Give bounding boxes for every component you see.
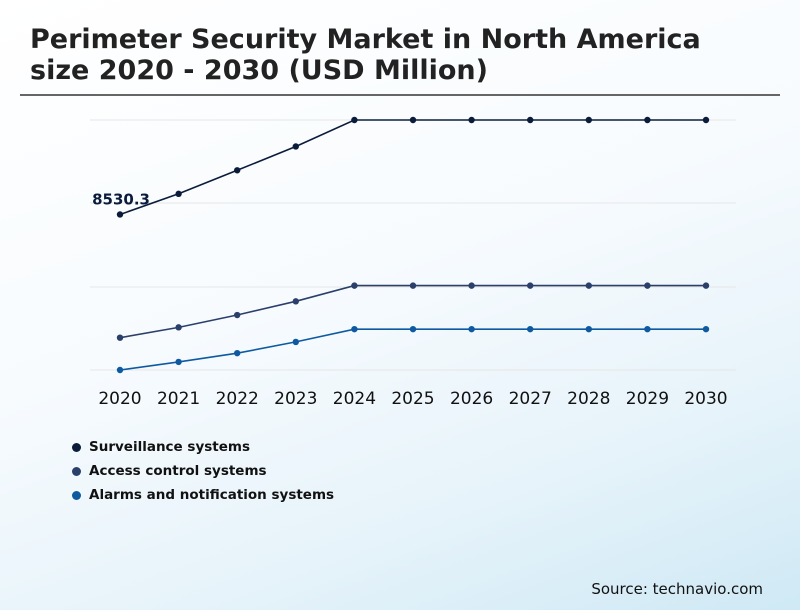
point-access-control-2027: [527, 282, 534, 289]
point-surveillance-2025: [409, 116, 417, 124]
point-surveillance-2028: [585, 116, 592, 124]
point-alarms-2028: [585, 325, 592, 333]
title-divider: [20, 94, 780, 96]
x-tick-label-2020: 2020: [98, 389, 141, 409]
point-surveillance-2020: [116, 211, 124, 218]
point-access-control-2026: [468, 282, 475, 289]
point-access-control-2025: [409, 282, 417, 289]
point-alarms-2029: [644, 325, 651, 333]
legend-marker-alarms: [72, 490, 81, 500]
point-surveillance-2024: [351, 116, 358, 124]
chart-title: Perimeter Security Market in North Ameri…: [30, 24, 701, 86]
x-tick-label-2024: 2024: [333, 389, 376, 409]
legend-item-surveillance: Surveillance systems: [72, 435, 334, 459]
point-surveillance-2022: [234, 167, 241, 174]
legend-marker-access-control: [72, 466, 81, 476]
point-access-control-2022: [234, 311, 241, 319]
point-alarms-2030: [702, 325, 710, 333]
point-surveillance-2026: [468, 116, 475, 124]
legend-item-alarms: Alarms and notification systems: [72, 483, 334, 507]
point-alarms-2021: [175, 358, 182, 366]
source-credit: Source: technavio.com: [591, 580, 763, 598]
x-tick-label-2030: 2030: [684, 389, 727, 409]
point-surveillance-2023: [292, 143, 299, 150]
legend: Surveillance systems Access control syst…: [72, 435, 334, 507]
legend-marker-surveillance: [72, 442, 81, 452]
point-access-control-2021: [175, 324, 182, 331]
point-alarms-2023: [292, 338, 299, 346]
x-tick-label-2028: 2028: [567, 389, 610, 409]
point-access-control-2028: [585, 282, 592, 289]
point-access-control-2024: [351, 282, 358, 289]
legend-label-access-control: Access control systems: [89, 463, 267, 479]
data-label-1: 8530.3: [92, 190, 150, 208]
point-alarms-2027: [527, 325, 534, 333]
x-tick-label-2026: 2026: [450, 389, 493, 409]
legend-label-alarms: Alarms and notification systems: [89, 487, 335, 503]
point-access-control-2030: [702, 282, 710, 289]
point-surveillance-2021: [175, 190, 182, 198]
x-tick-label-2022: 2022: [216, 389, 259, 409]
point-access-control-2029: [644, 282, 651, 289]
legend-item-access-control: Access control systems: [72, 459, 334, 483]
point-surveillance-2030: [702, 116, 710, 124]
point-alarms-2024: [351, 325, 358, 333]
point-surveillance-2027: [527, 116, 534, 124]
x-tick-label-2021: 2021: [157, 389, 200, 409]
x-tick-label-2023: 2023: [274, 389, 317, 409]
point-access-control-2023: [292, 298, 299, 305]
series-line-alarms: [119, 328, 706, 371]
x-tick-label-2025: 2025: [391, 389, 434, 409]
point-surveillance-2029: [644, 116, 651, 124]
x-tick-label-2027: 2027: [509, 389, 552, 409]
point-alarms-2022: [234, 349, 241, 357]
point-alarms-2020: [116, 366, 124, 374]
x-tick-label-2029: 2029: [626, 389, 669, 409]
series-line-surveillance: [119, 119, 706, 216]
point-alarms-2025: [409, 325, 417, 333]
point-alarms-2026: [468, 325, 475, 333]
point-access-control-2020: [116, 334, 124, 341]
legend-label-surveillance: Surveillance systems: [89, 439, 250, 455]
